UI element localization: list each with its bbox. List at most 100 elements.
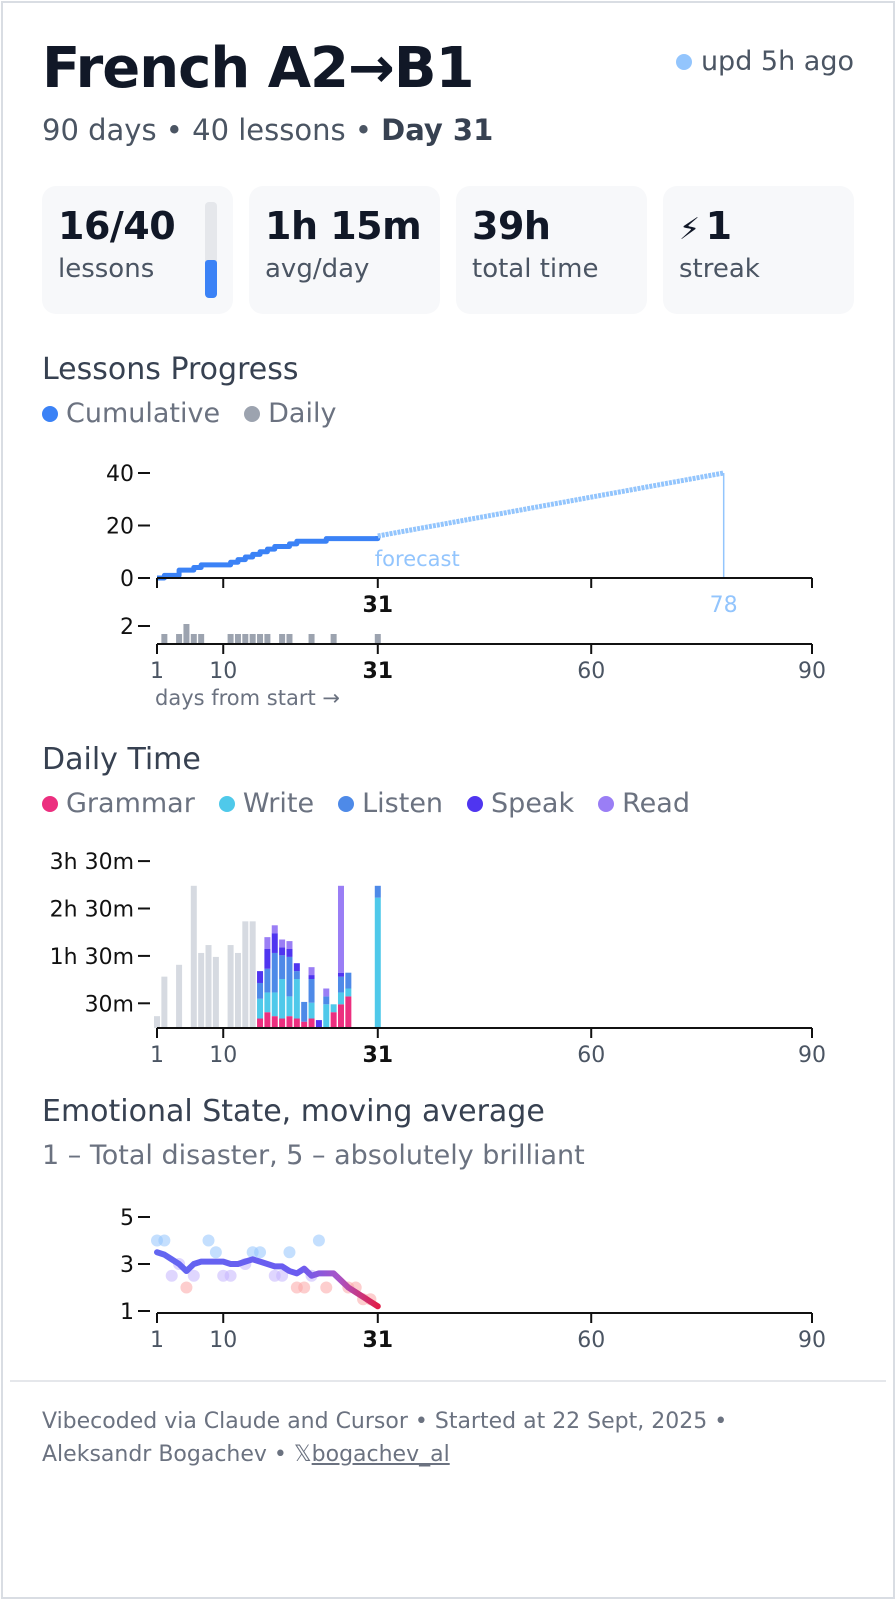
daily-lesson-bar <box>330 634 337 644</box>
daily-lesson-bar <box>198 634 205 644</box>
forecast-label: forecast <box>375 547 460 571</box>
grammar-bar <box>345 996 352 1028</box>
footer-credits: Vibecoded via Claude and Cursor • Starte… <box>42 1409 728 1434</box>
x-tick-label: 10 <box>209 1043 237 1068</box>
daily-lesson-bar <box>249 634 256 644</box>
separator: • <box>354 113 372 147</box>
past-day-bar <box>249 921 256 1028</box>
y-tick-label: 1h 30m <box>50 945 134 970</box>
status-dot-icon <box>675 53 692 70</box>
speak-bar <box>337 972 344 977</box>
listen-bar <box>279 955 286 980</box>
stat-label: avg/day <box>265 254 370 284</box>
x-tick-label: 1 <box>150 1043 164 1068</box>
grammar-bar <box>330 1012 337 1028</box>
legend-item-speak: Speak <box>467 788 574 819</box>
speak-bar <box>315 1020 322 1028</box>
footer-divider <box>10 1380 886 1382</box>
daily-time-title: Daily Time <box>42 742 201 777</box>
speak-bar <box>293 963 300 972</box>
read-bar <box>323 988 330 997</box>
stat-value: ⚡ 1 <box>679 204 838 248</box>
x-tick-label: 90 <box>798 1328 826 1353</box>
duration-text: 90 days <box>42 113 157 147</box>
grammar-bar <box>301 1021 308 1028</box>
read-bar <box>271 925 278 934</box>
emotion-title: Emotional State, moving average <box>42 1094 545 1129</box>
listen-bar <box>308 979 315 1003</box>
past-day-bar <box>212 956 219 1028</box>
write-bar <box>271 992 278 1017</box>
write-bar <box>374 897 381 1028</box>
legend-item-daily: Daily <box>244 398 336 429</box>
daily-lesson-bar <box>161 634 168 644</box>
emotion-point <box>158 1234 171 1247</box>
cumulative-line <box>157 536 381 581</box>
speak-bar <box>279 947 286 956</box>
y-tick-label: 3 <box>120 1253 134 1278</box>
listen-bar <box>257 982 264 999</box>
speak-bar <box>286 949 293 957</box>
listen-bar <box>374 885 381 898</box>
x-tick-label: 10 <box>209 1328 237 1353</box>
emotion-point <box>224 1269 237 1282</box>
legend-label: Read <box>622 788 690 819</box>
legend-label: Cumulative <box>66 398 221 429</box>
legend-item-cumulative: Cumulative <box>42 398 220 429</box>
legend-label: Listen <box>362 788 444 819</box>
author-handle-link[interactable]: bogachev_al <box>311 1442 450 1467</box>
update-status: upd 5h ago <box>675 46 854 77</box>
emotion-chart: 1 3 5 1 10 31 60 90 <box>120 1206 826 1353</box>
y-tick-label: 20 <box>106 515 134 540</box>
past-day-bar <box>242 921 249 1028</box>
daily-time-chart: 30m 1h 30m 2h 30m 3h 30m 1 10 31 60 90 <box>50 850 826 1068</box>
stat-card-lessons: 16/40 lessons <box>42 186 233 314</box>
write-bar <box>279 979 286 1019</box>
y-tick-label: 1 <box>120 1300 134 1325</box>
page-subtitle: 90 days • 40 lessons • Day 31 <box>42 113 493 147</box>
write-bar <box>308 1002 315 1019</box>
lessons-legend: Cumulative Daily <box>42 398 360 429</box>
past-day-bar <box>205 945 212 1028</box>
daily-lesson-bar <box>308 634 315 644</box>
daily-lesson-bar <box>190 634 197 644</box>
write-bar <box>257 998 264 1019</box>
lessons-progress-title: Lessons Progress <box>42 352 299 387</box>
update-text: upd 5h ago <box>700 46 854 77</box>
forecast-day-label: 78 <box>710 593 738 618</box>
emotion-point <box>180 1281 193 1294</box>
past-day-bar <box>198 952 205 1028</box>
legend-item-read: Read <box>598 788 690 819</box>
emotion-point <box>254 1246 267 1259</box>
y-tick-label: 2h 30m <box>50 898 134 923</box>
grammar-bar <box>293 1018 300 1028</box>
grammar-bar <box>264 1012 271 1028</box>
past-day-bar <box>154 1016 160 1028</box>
legend-swatch <box>244 405 261 422</box>
x-axis-title: days from start → <box>155 686 340 710</box>
separator: • <box>165 113 183 147</box>
legend-item-listen: Listen <box>338 788 443 819</box>
speak-bar <box>257 971 264 983</box>
daily-lesson-bar <box>374 634 381 644</box>
stats-cards: 16/40 lessons 1h 15m avg/day 39h total t… <box>42 186 854 314</box>
emotion-point <box>202 1234 215 1247</box>
emotion-point <box>283 1246 296 1259</box>
lessons-progress-bar <box>205 202 217 298</box>
listen-bar <box>345 972 352 989</box>
stat-label: total time <box>472 254 599 284</box>
emotion-point <box>165 1269 178 1282</box>
legend-swatch <box>467 795 484 812</box>
current-day-text: Day 31 <box>381 113 494 147</box>
daily-lesson-bar <box>176 634 183 644</box>
past-day-bar <box>190 885 197 1028</box>
legend-swatch <box>42 405 58 422</box>
write-bar <box>345 988 352 997</box>
past-day-bar <box>227 945 234 1028</box>
legend-label: Daily <box>268 398 337 429</box>
grammar-bar <box>337 1004 344 1028</box>
grammar-bar <box>257 1018 264 1028</box>
grammar-bar <box>271 1016 278 1028</box>
x-tick-label: 10 <box>209 659 237 684</box>
x-tick-label: 90 <box>798 1043 826 1068</box>
